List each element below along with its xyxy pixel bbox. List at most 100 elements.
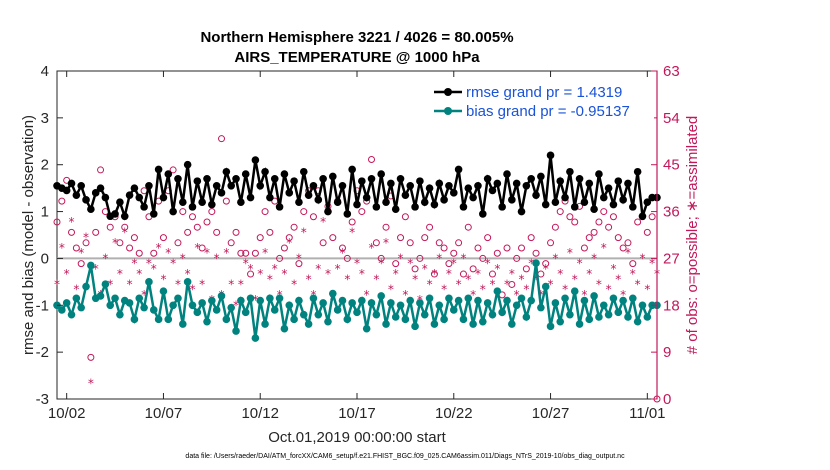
obs-possible-point — [319, 239, 327, 247]
bias-point — [169, 301, 177, 310]
rmse-point — [474, 182, 482, 190]
rmse-point — [464, 184, 473, 192]
obs-possible-point — [227, 239, 235, 247]
bias-point — [541, 282, 550, 291]
bias-point — [353, 308, 361, 317]
legend-bias-marker — [444, 107, 452, 115]
obs-assimilated-point: * — [233, 298, 239, 312]
rmse-point — [604, 184, 613, 192]
rmse-point — [232, 174, 240, 183]
obs-possible-point — [421, 234, 429, 242]
obs-possible-point — [222, 197, 230, 205]
obs-assimilated-point: * — [117, 267, 123, 281]
rmse-point — [493, 179, 502, 188]
obs-assimilated-point: * — [533, 272, 539, 286]
obs-assimilated-point: * — [523, 283, 529, 297]
rmse-point — [372, 203, 381, 211]
bias-point — [82, 282, 90, 291]
obs-assimilated-point: * — [248, 262, 254, 276]
bias-point — [498, 308, 506, 317]
rmse-point — [343, 210, 352, 218]
obs-assimilated-point: * — [301, 225, 307, 239]
obs-assimilated-point: * — [156, 241, 162, 255]
bias-point — [270, 306, 279, 314]
rmse-point — [353, 200, 361, 209]
rmse-point — [208, 200, 216, 209]
obs-possible-point — [121, 223, 129, 231]
obs-possible-point — [87, 353, 95, 361]
obs-assimilated-point: * — [649, 257, 655, 271]
bias-point — [454, 296, 463, 305]
rmse-point — [82, 196, 90, 204]
bias-point — [246, 294, 255, 303]
obs-assimilated-point: * — [567, 246, 573, 260]
bias-point — [319, 299, 327, 307]
bias-point — [77, 303, 85, 312]
rmse-point — [120, 212, 129, 221]
rmse-point — [556, 177, 565, 185]
y-tick-label-right: 18 — [663, 297, 680, 314]
obs-assimilated-point: * — [122, 225, 128, 239]
obs-possible-point — [193, 223, 201, 231]
rmse-point — [217, 189, 226, 197]
obs-possible-point — [503, 244, 511, 252]
obs-assimilated-point: * — [615, 272, 621, 286]
obs-assimilated-point: * — [243, 257, 249, 271]
rmse-point — [527, 174, 535, 183]
bias-point — [149, 306, 158, 314]
bias-point — [382, 320, 390, 328]
obs-possible-point — [266, 228, 274, 236]
obs-possible-point — [208, 208, 216, 216]
rmse-point — [430, 200, 439, 209]
obs-possible-point — [116, 239, 124, 247]
bias-point — [624, 313, 632, 321]
obs-possible-point — [411, 265, 419, 273]
rmse-point — [362, 193, 371, 202]
obs-assimilated-point: * — [572, 272, 578, 286]
obs-possible-point — [634, 218, 642, 226]
rmse-point — [624, 179, 632, 188]
bias-point — [314, 310, 323, 319]
data-file-footer: data file: /Users/raeder/DAI/ATM_forcXX/… — [185, 453, 625, 460]
bias-point — [522, 313, 531, 321]
rmse-point — [309, 182, 318, 190]
obs-assimilated-point: * — [451, 257, 457, 271]
obs-possible-point — [440, 244, 448, 252]
bias-point — [62, 299, 71, 307]
bias-point — [517, 294, 526, 303]
bias-point — [251, 334, 260, 342]
bias-point — [329, 289, 337, 298]
obs-possible-point — [551, 223, 559, 231]
obs-possible-point — [232, 228, 240, 236]
obs-possible-point — [609, 213, 617, 221]
obs-possible-point — [256, 234, 264, 242]
bias-point — [72, 294, 81, 303]
obs-assimilated-point: * — [59, 241, 65, 255]
bias-point — [546, 322, 555, 331]
y-tick-label-right: 45 — [663, 157, 680, 174]
obs-assimilated-point: * — [543, 262, 549, 276]
bias-point — [411, 322, 419, 331]
obs-possible-point — [276, 254, 284, 262]
obs-possible-point — [338, 244, 346, 252]
rmse-point — [643, 198, 652, 206]
rmse-point — [614, 177, 623, 185]
obs-assimilated-point: * — [504, 277, 510, 291]
obs-assimilated-point: * — [344, 272, 350, 286]
obs-possible-point — [198, 244, 206, 252]
rmse-point — [551, 198, 560, 206]
obs-assimilated-point: * — [562, 283, 568, 297]
y-tick-label: 2 — [41, 157, 49, 174]
obs-possible-point — [469, 265, 477, 273]
rmse-point — [154, 165, 163, 174]
rmse-point — [580, 198, 589, 206]
obs-possible-point — [580, 244, 588, 252]
rmse-point — [91, 189, 100, 197]
obs-assimilated-point: * — [620, 288, 626, 302]
bias-point — [493, 287, 502, 296]
obs-assimilated-point: * — [407, 257, 413, 271]
rmse-point — [193, 177, 202, 185]
obs-assimilated-point: * — [335, 262, 341, 276]
rmse-point — [338, 182, 347, 190]
obs-possible-point — [508, 280, 516, 288]
